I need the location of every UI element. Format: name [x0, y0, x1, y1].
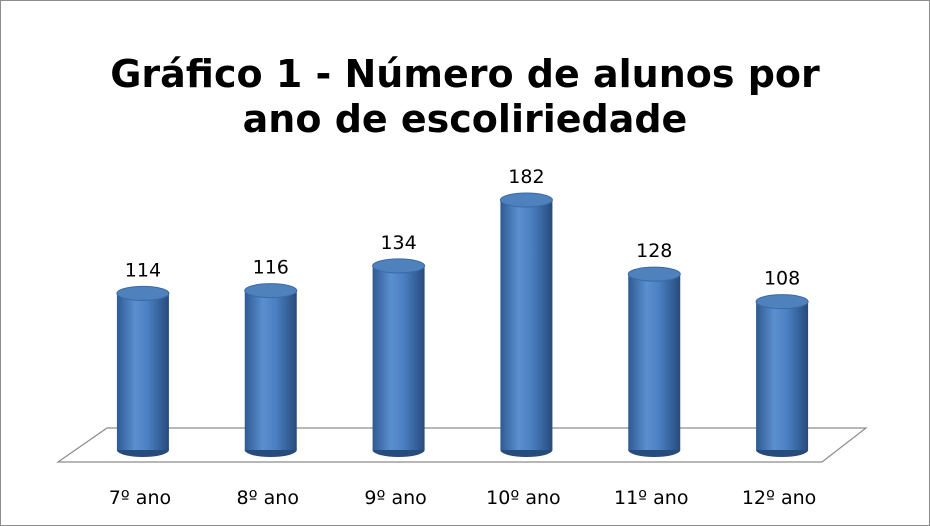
data-label: 128 [636, 240, 672, 262]
x-tick-label: 8º ano [237, 487, 299, 509]
x-tick-label: 9º ano [364, 487, 426, 509]
bar-top [116, 285, 170, 301]
bar-top [755, 294, 809, 310]
data-label: 116 [253, 257, 289, 279]
bar-top [244, 283, 298, 299]
x-tick-label: 10º ano [486, 487, 560, 509]
bar-top [499, 192, 553, 208]
x-tick-label: 12º ano [742, 487, 816, 509]
x-tick-label: 7º ano [109, 487, 171, 509]
chart-title: Gráfico 1 - Número de alunos por [110, 52, 820, 96]
data-label: 134 [380, 232, 416, 254]
bar [628, 274, 681, 450]
x-tick-label: 11º ano [614, 487, 688, 509]
bar-top [372, 258, 426, 274]
floor [56, 427, 868, 463]
data-label: 182 [508, 166, 544, 188]
chart-title: ano de escoliriedade [243, 97, 688, 141]
bar-top [627, 266, 681, 282]
bar [372, 265, 425, 450]
data-label: 114 [125, 259, 161, 281]
data-label: 108 [764, 268, 800, 290]
bar [116, 293, 169, 450]
bar [244, 290, 297, 450]
bar [500, 200, 553, 450]
bar [756, 301, 809, 450]
